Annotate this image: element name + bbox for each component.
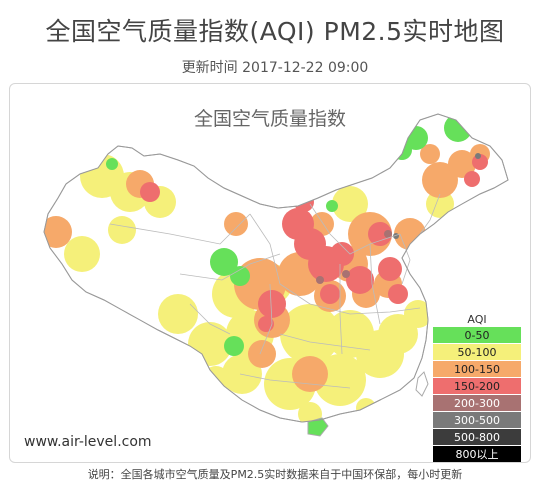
hainan-island (307, 417, 329, 437)
province-borders (109, 193, 441, 389)
map-title: 全国空气质量指数 (193, 108, 346, 130)
update-timestamp: 更新时间 2017-12-22 09:00 (181, 60, 369, 76)
china-aqi-map[interactable] (10, 84, 530, 462)
china-outline (43, 113, 509, 423)
site-watermark: www.air-level.com (24, 434, 152, 450)
aqi-zone-very-unhealthy (316, 230, 392, 284)
legend-rows: 0-50 50-100 100-150 150-200 200-300 300-500 50… (433, 327, 521, 462)
legend-item: 500-800 (433, 429, 521, 446)
page-title: 全国空气质量指数(AQI) PM2.5实时地图 (45, 17, 505, 46)
legend-item: 50-100 (433, 344, 521, 361)
legend-title: AQI (467, 313, 487, 326)
legend-item: 300-500 (433, 412, 521, 429)
footer-note: 说明：全国各城市空气质量及PM2.5实时数据来自于中国环保部，每小时更新 (87, 468, 463, 481)
legend-item: 200-300 (433, 395, 521, 412)
legend-item: 100-150 (433, 361, 521, 378)
aqi-zone-unhealthy (140, 154, 488, 332)
legend-item: 800以上 (433, 446, 521, 462)
aqi-legend: AQI 0-50 50-100 100-150 150-200 200-300 300-5… (433, 313, 521, 462)
legend-item: 150-200 (433, 378, 521, 395)
aqi-map-panel[interactable]: 全国空气质量指数 AQI 0-50 50-100 100-150 150-200 200… (9, 83, 531, 463)
legend-item: 0-50 (433, 327, 521, 344)
taiwan-island (415, 371, 429, 397)
